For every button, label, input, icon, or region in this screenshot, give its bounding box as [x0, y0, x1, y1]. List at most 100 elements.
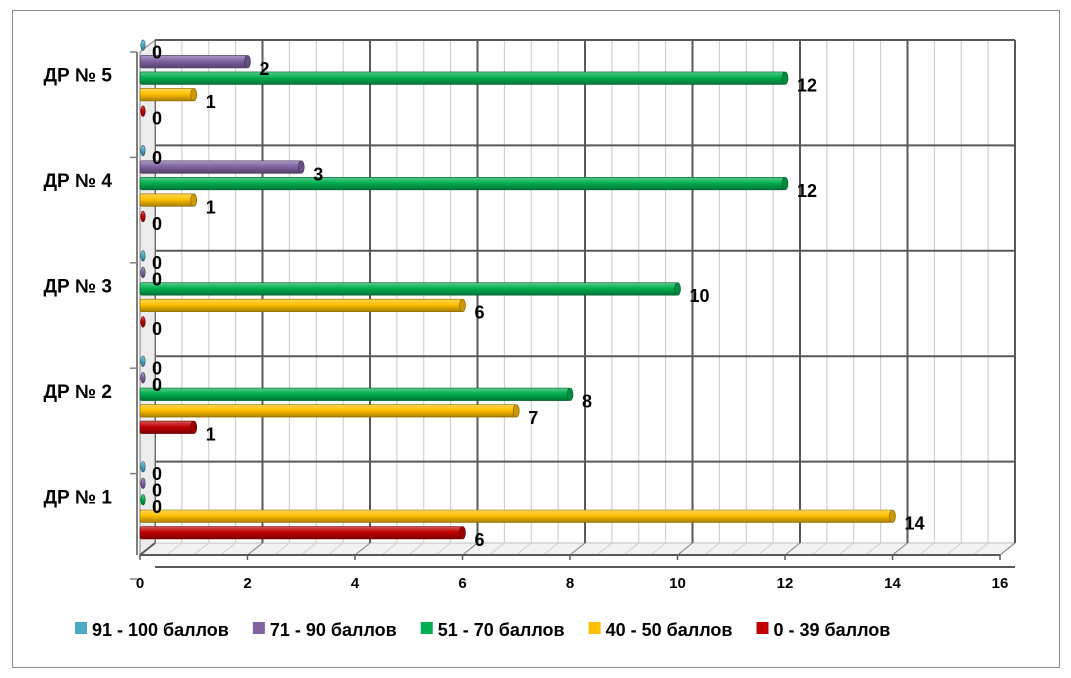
- legend-label: 40 - 50 баллов: [606, 620, 733, 640]
- bar-др-1-40-50-баллов: [139, 509, 893, 523]
- data-label: 0: [152, 497, 162, 517]
- data-label: 0: [152, 464, 162, 484]
- x-tick-label: 0: [136, 575, 144, 592]
- data-label: 0: [152, 108, 162, 128]
- bar-др-2-91-100-баллов: [140, 355, 146, 367]
- floor-gridline: [166, 542, 183, 556]
- floor-gridline: [193, 542, 210, 556]
- data-label: 14: [905, 514, 925, 534]
- floor-gridline: [945, 542, 962, 556]
- floor-gridline: [220, 542, 236, 556]
- bar-др-4-40-50-баллов: [139, 193, 195, 207]
- floor-gridline: [408, 542, 425, 556]
- floor-gridline: [354, 542, 371, 556]
- data-label: 0: [152, 375, 162, 395]
- bar-др-3-51-70-баллов: [139, 282, 678, 296]
- bar-др-2-51-70-баллов: [139, 387, 571, 401]
- floor-gridline: [300, 542, 317, 556]
- x-tick-label: 12: [777, 575, 794, 592]
- x-tick-label: 10: [669, 575, 686, 592]
- x-tick-label: 8: [566, 575, 574, 592]
- bar-др-4-71-90-баллов: [139, 160, 302, 174]
- bar-end-cap: [190, 88, 198, 102]
- data-label: 6: [475, 303, 485, 323]
- data-label: 0: [152, 253, 162, 273]
- floor-gridline: [838, 542, 855, 556]
- legend-swatch: [420, 622, 433, 634]
- x-tick-label: 16: [992, 575, 1009, 592]
- data-label: 12: [797, 181, 817, 201]
- floor-gridline: [435, 542, 451, 556]
- x-tick-label: 2: [243, 575, 251, 592]
- bar-др-2-71-90-баллов: [140, 372, 146, 384]
- bar-др-3-0-39-баллов: [140, 316, 146, 328]
- floor-gridline: [542, 542, 559, 556]
- floor-gridline: [489, 542, 505, 556]
- bar-др-3-40-50-баллов: [139, 298, 463, 313]
- bar-end-cap: [297, 160, 305, 174]
- bar-др-5-0-39-баллов: [140, 105, 146, 117]
- axis-depth-line: [139, 542, 156, 556]
- floor-gridline: [784, 542, 801, 556]
- bar-др-5-91-100-баллов: [140, 39, 146, 51]
- data-label: 3: [313, 164, 323, 184]
- bar-др-4-0-39-баллов: [140, 211, 146, 223]
- data-label: 2: [260, 59, 270, 79]
- data-label: 0: [152, 319, 162, 339]
- bar-др-1-51-70-баллов: [140, 494, 146, 506]
- bar-end-cap: [674, 282, 681, 296]
- bar-др-1-0-39-баллов: [139, 526, 463, 540]
- bar-end-cap: [459, 298, 466, 313]
- bar-др-1-71-90-баллов: [140, 477, 146, 489]
- data-label: 0: [152, 42, 162, 62]
- bar-др-2-40-50-баллов: [139, 404, 517, 418]
- bar-др-5-51-70-баллов: [139, 71, 786, 85]
- bar-end-cap: [190, 420, 198, 434]
- legend-label: 0 - 39 баллов: [774, 620, 891, 640]
- bar-др-3-91-100-баллов: [140, 250, 146, 262]
- bar-др-4-91-100-баллов: [140, 145, 146, 157]
- legend-swatch: [588, 622, 601, 634]
- bar-end-cap: [190, 193, 198, 207]
- bar-end-cap: [781, 177, 789, 191]
- legend-label: 91 - 100 баллов: [92, 620, 229, 640]
- floor-gridline: [596, 542, 613, 556]
- legend-label: 51 - 70 баллов: [438, 620, 565, 640]
- data-label: 0: [152, 270, 162, 290]
- category-label: ДР № 2: [43, 382, 112, 403]
- data-label: 7: [528, 408, 538, 428]
- data-label: 1: [206, 92, 216, 112]
- data-label: 0: [152, 359, 162, 379]
- bar-end-cap: [459, 526, 466, 540]
- bar-др-2-0-39-баллов: [139, 420, 195, 434]
- category-label: ДР № 5: [43, 66, 112, 87]
- x-tick-label: 14: [884, 575, 901, 592]
- bar-end-cap: [244, 55, 251, 69]
- floor-gridline: [677, 542, 693, 556]
- floor-gridline: [327, 542, 344, 556]
- floor-gridline: [892, 542, 908, 556]
- data-label: 10: [690, 286, 710, 306]
- floor-gridline: [811, 542, 828, 556]
- floor-gridline: [623, 542, 640, 556]
- floor-gridline: [274, 542, 290, 556]
- floor-gridline: [569, 542, 586, 556]
- floor-gridline: [972, 542, 989, 556]
- floor-gridline: [999, 542, 1016, 556]
- bar-др-4-51-70-баллов: [139, 177, 786, 191]
- x-tick-label: 6: [458, 575, 466, 592]
- data-label: 8: [582, 392, 592, 412]
- bar-др-3-71-90-баллов: [140, 266, 146, 279]
- bar-др-1-91-100-баллов: [140, 461, 146, 473]
- legend-swatch: [75, 622, 87, 634]
- floor-gridline: [730, 542, 747, 556]
- bar-end-cap: [566, 387, 574, 401]
- legend-swatch: [252, 622, 265, 634]
- category-label: ДР № 3: [43, 277, 112, 298]
- data-label: 1: [206, 197, 216, 217]
- data-label: 0: [152, 214, 162, 234]
- data-label: 6: [475, 530, 485, 550]
- data-label: 1: [206, 425, 216, 445]
- x-tick-label: 4: [351, 575, 360, 592]
